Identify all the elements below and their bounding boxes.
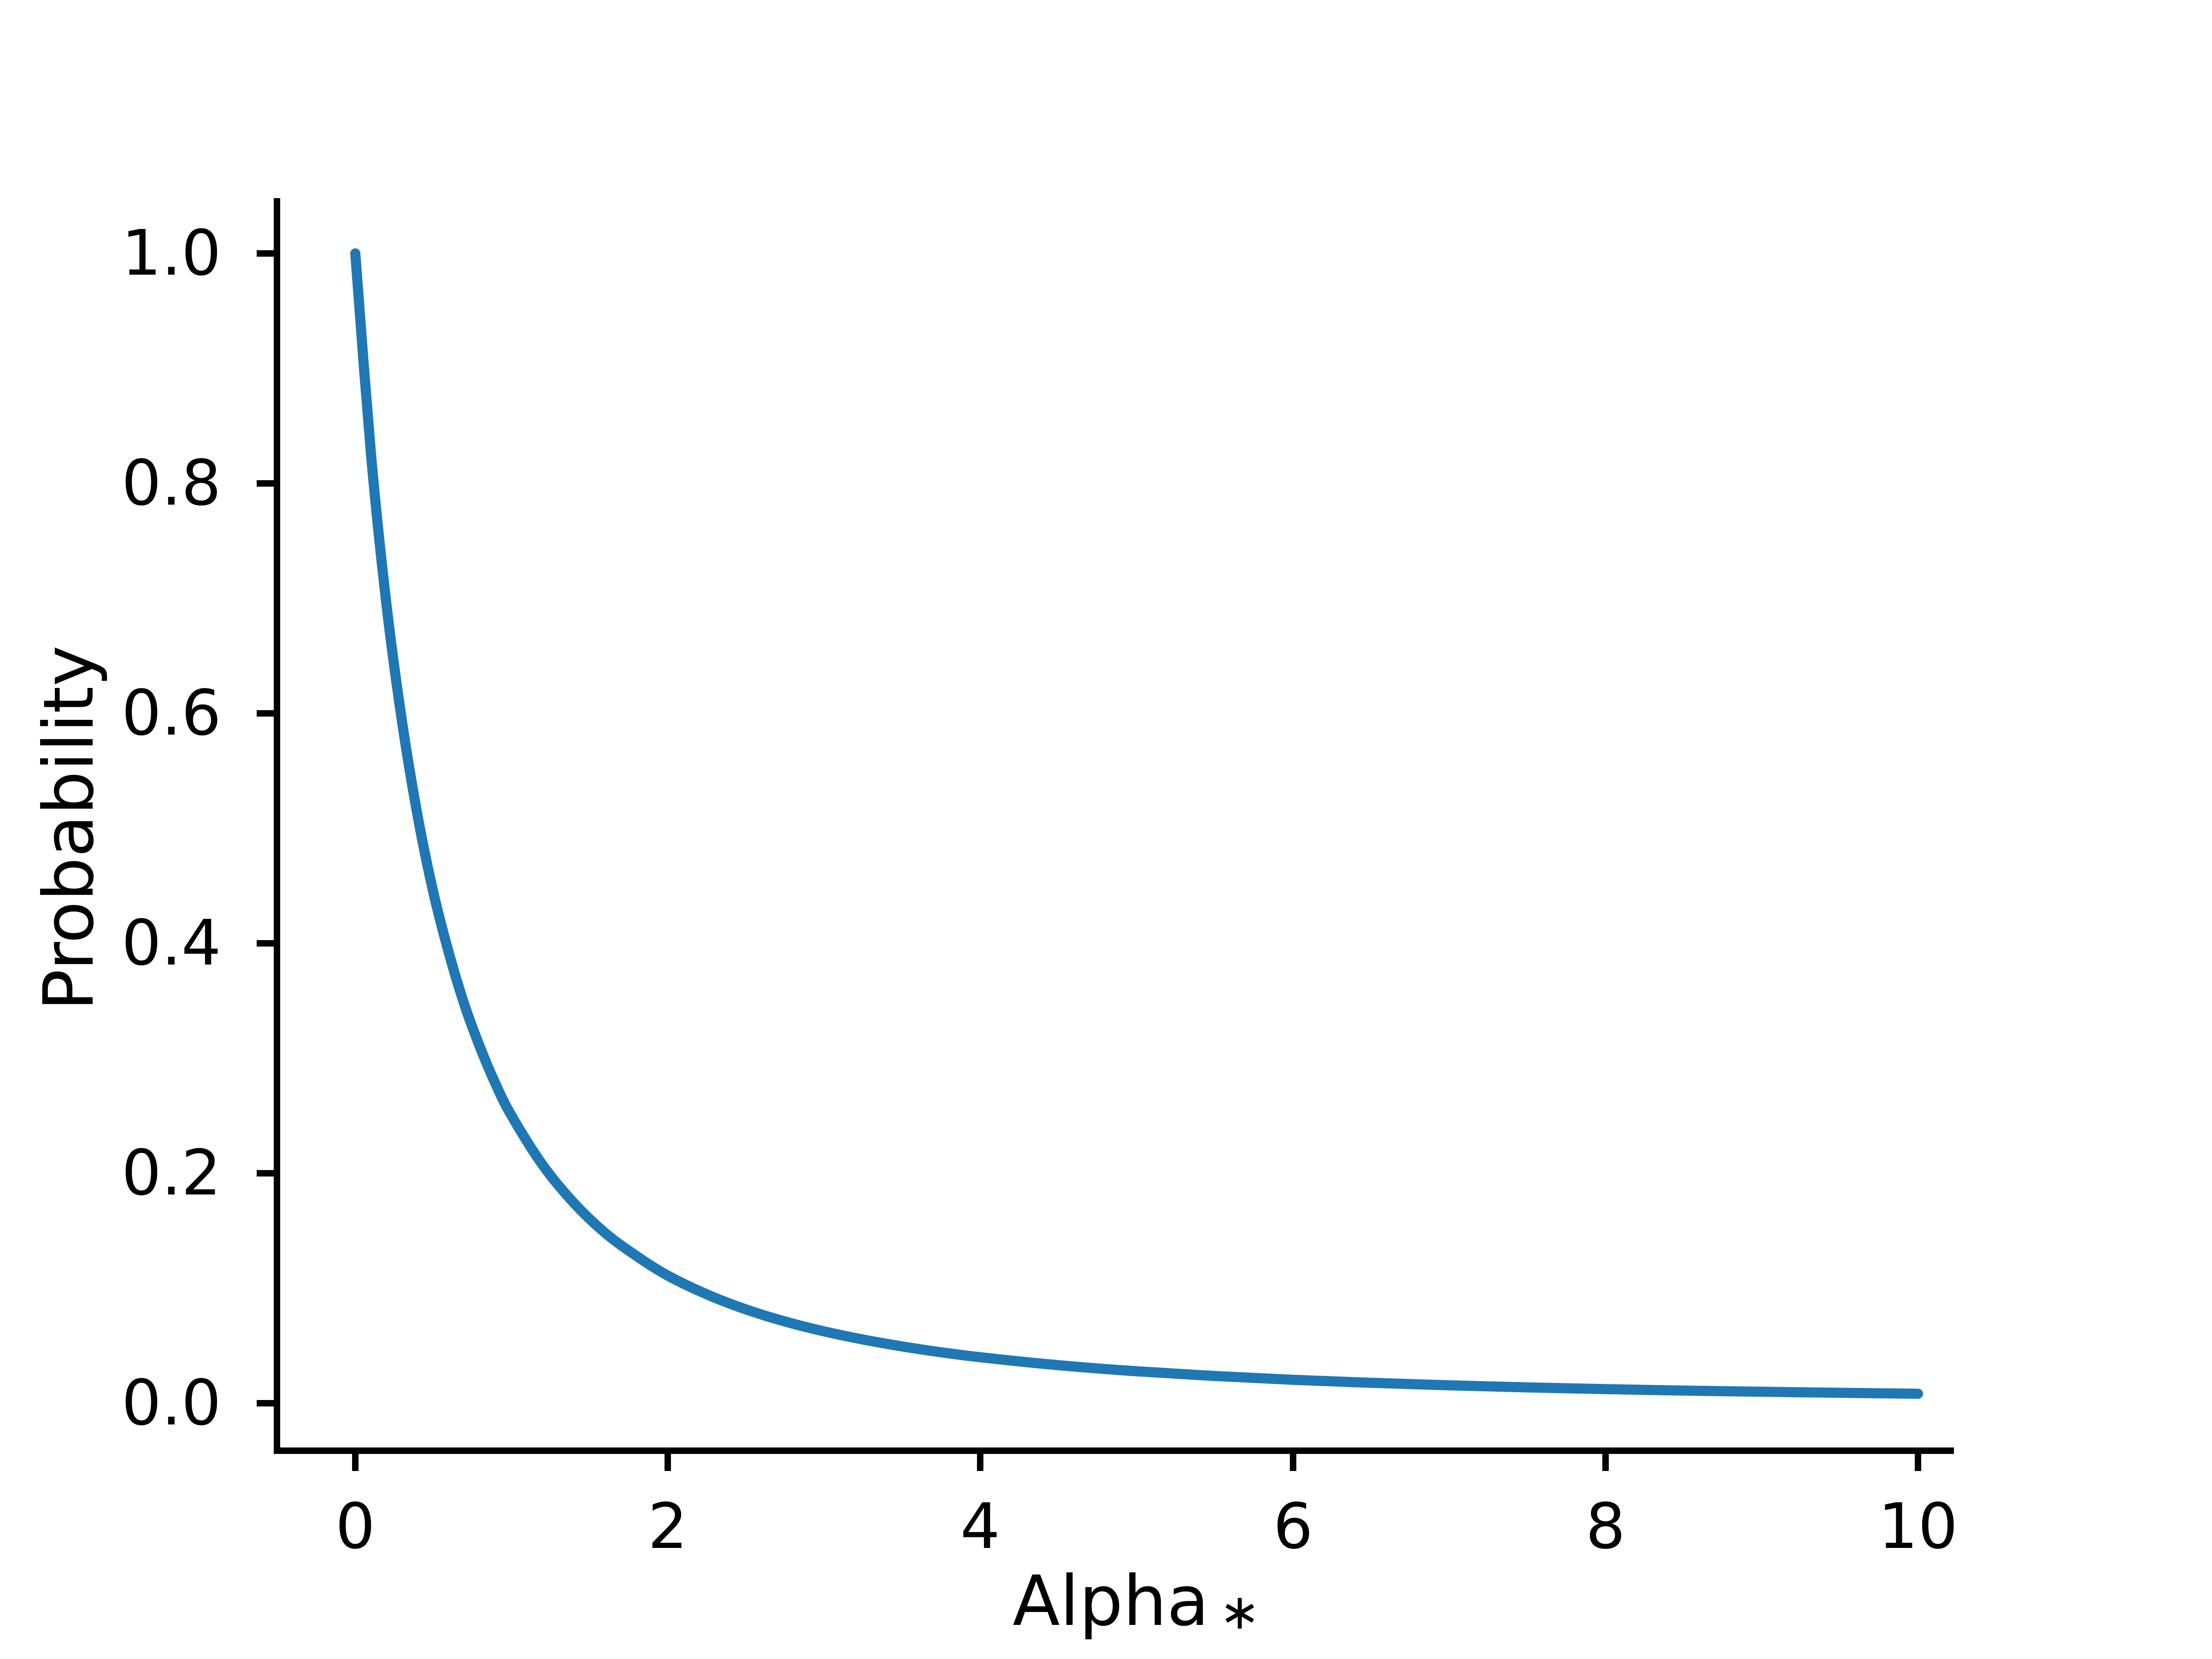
x-tick-label-3: 6 (1273, 1490, 1313, 1563)
x-axis-label-text: Alpha (1012, 1561, 1209, 1641)
y-tick-marks (257, 250, 277, 1406)
x-axis-label-star-symbol: ∗ (1219, 1583, 1260, 1640)
y-tick-label-3: 0.6 (121, 677, 221, 750)
x-tick-label-0: 0 (335, 1490, 376, 1563)
x-tick-label-1: 2 (647, 1490, 688, 1563)
x-axis-label: Alpha ∗ (1012, 1567, 1260, 1636)
probability-curve (350, 248, 1923, 1399)
x-tick-label-5: 10 (1878, 1490, 1958, 1563)
y-tick-label-2: 0.4 (121, 907, 221, 980)
y-tick-label-4: 0.8 (121, 447, 221, 520)
y-axis-label: Probability (29, 645, 109, 1011)
x-tick-label-2: 4 (960, 1490, 1000, 1563)
x-tick-marks (352, 1451, 1921, 1471)
y-tick-label-5: 1.0 (121, 217, 221, 290)
y-tick-label-1: 0.2 (121, 1137, 221, 1210)
y-tick-label-0: 0.0 (121, 1367, 221, 1440)
x-tick-label-4: 8 (1585, 1490, 1626, 1563)
